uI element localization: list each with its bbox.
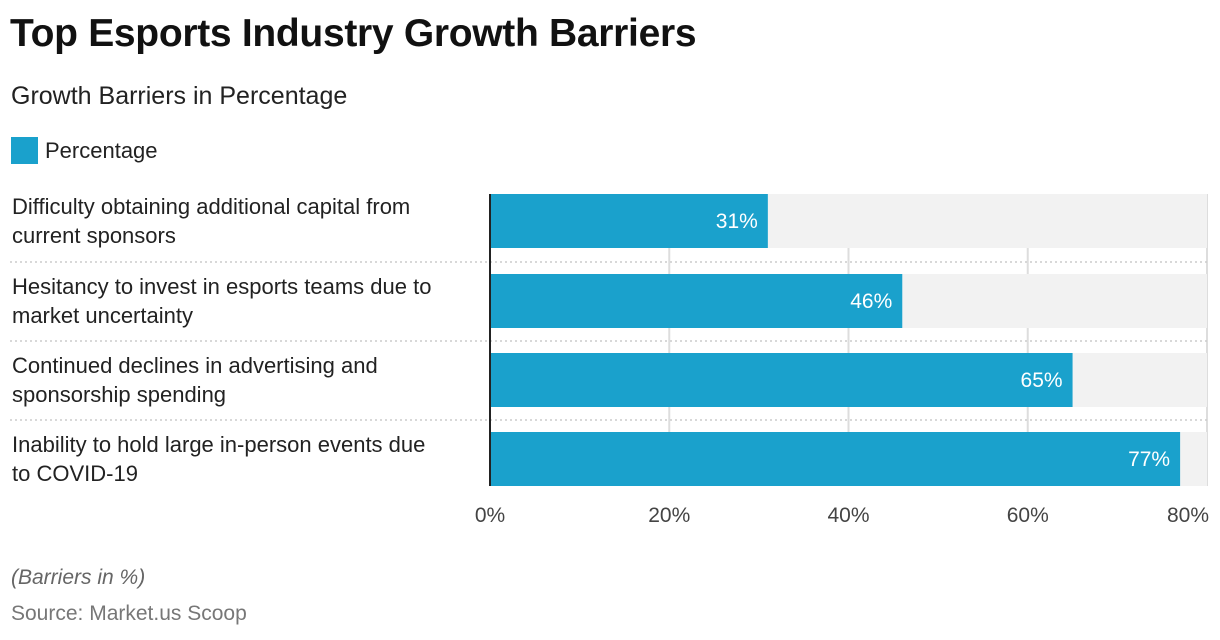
category-label: Inability to hold large in-person events… <box>12 432 425 457</box>
x-tick-label: 60% <box>1007 504 1049 527</box>
chart-source: Source: Market.us Scoop <box>11 602 247 625</box>
legend: Percentage <box>11 137 158 164</box>
category-label: Difficulty obtaining additional capital … <box>12 194 410 219</box>
category-label: current sponsors <box>12 223 176 248</box>
category-label: Hesitancy to invest in esports teams due… <box>12 274 431 299</box>
chart-note: (Barriers in %) <box>11 566 146 589</box>
data-label: 65% <box>1021 369 1063 392</box>
bar <box>490 353 1073 407</box>
category-label: market uncertainty <box>12 303 193 328</box>
legend-label: Percentage <box>45 137 158 163</box>
chart-subtitle: Growth Barriers in Percentage <box>11 82 348 110</box>
bar <box>490 432 1181 486</box>
x-tick-label: 0% <box>475 504 505 527</box>
category-label: to COVID-19 <box>12 461 138 486</box>
category-label: Continued declines in advertising and <box>12 353 378 378</box>
x-tick-label: 40% <box>827 504 869 527</box>
x-tick-label: 20% <box>648 504 690 527</box>
chart-title: Top Esports Industry Growth Barriers <box>10 12 697 55</box>
x-tick-label: 80% <box>1167 504 1209 527</box>
data-label: 46% <box>850 290 892 313</box>
legend-swatch <box>11 137 38 164</box>
bar <box>490 274 903 328</box>
data-label: 31% <box>716 210 758 233</box>
data-label: 77% <box>1128 448 1170 471</box>
category-label: sponsorship spending <box>12 382 226 407</box>
bar <box>490 194 768 248</box>
